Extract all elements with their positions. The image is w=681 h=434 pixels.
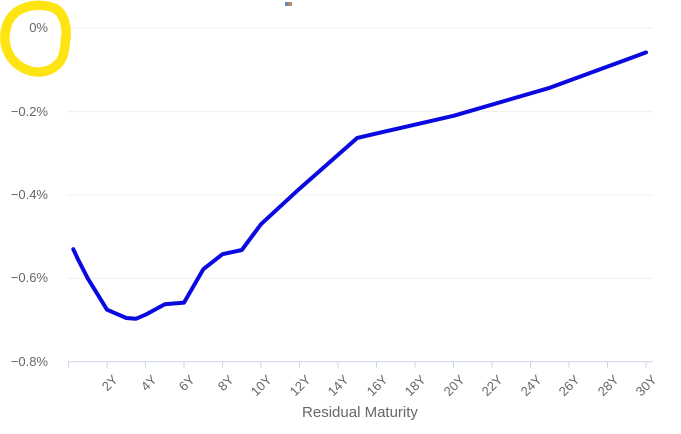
highlighter-circle-annotation [0, 0, 71, 77]
y-axis-label: −0.6% [10, 270, 48, 286]
y-axis-label: −0.8% [10, 353, 48, 369]
y-axis-label: −0.4% [10, 187, 48, 202]
truncated-artifact [285, 2, 292, 6]
y-axis-label: −0.2% [10, 103, 48, 119]
y-axis-label: 0% [29, 20, 48, 36]
x-axis-title: Residual Maturity [302, 404, 418, 421]
series-line-yield-curve[interactable] [71, 50, 648, 321]
